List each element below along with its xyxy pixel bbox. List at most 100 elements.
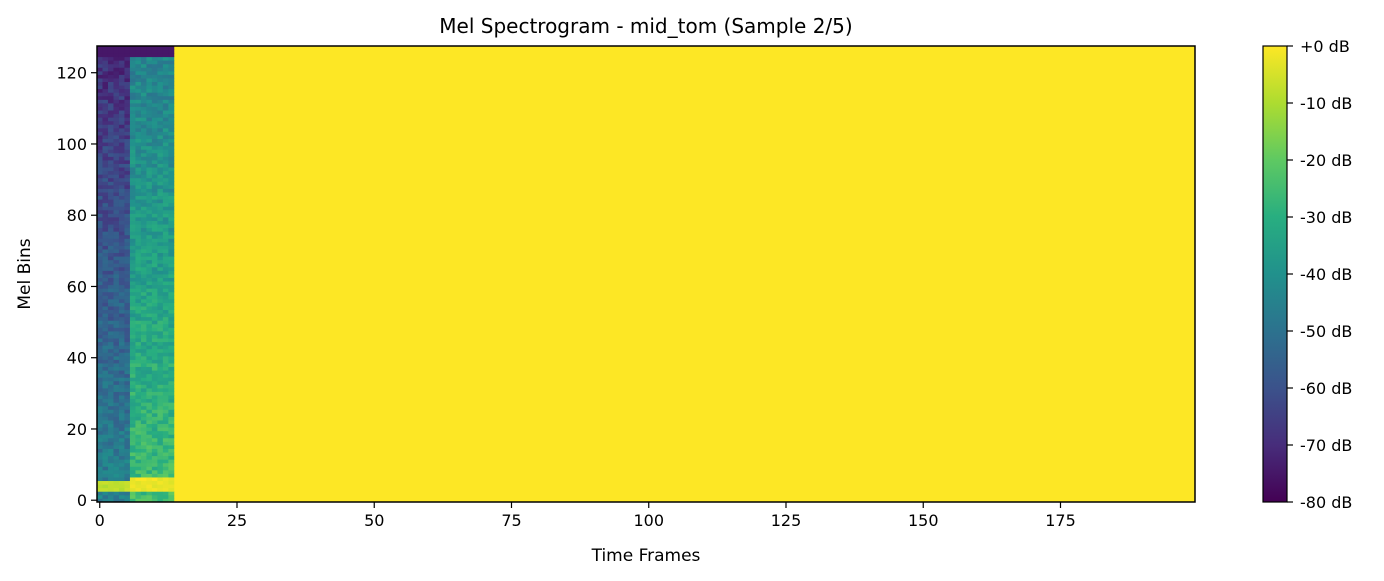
heatmap-cell-seg1	[146, 53, 153, 58]
heatmap-cell-seg1	[146, 202, 153, 207]
heatmap-cell-seg1	[146, 263, 153, 268]
heatmap-cell-seg1	[162, 149, 169, 154]
heatmap-cell-seg1	[135, 430, 142, 435]
heatmap-cell-seg1	[129, 127, 136, 132]
heatmap-cell-seg0	[113, 363, 120, 368]
heatmap-cell-seg1	[135, 103, 142, 107]
heatmap-cell-seg1	[162, 92, 169, 97]
heatmap-cell-seg1	[135, 334, 142, 339]
heatmap-cell-seg0	[124, 355, 131, 360]
heatmap-cell-seg1	[135, 295, 142, 300]
heatmap-cell-seg0	[113, 103, 120, 107]
heatmap-cell-seg1	[129, 188, 136, 193]
heatmap-cell-seg1	[146, 405, 153, 410]
heatmap-cell-seg0	[102, 412, 109, 417]
heatmap-cell-seg0	[102, 423, 109, 428]
heatmap-cell-seg1	[151, 323, 158, 328]
heatmap-cell-seg0	[97, 167, 103, 172]
heatmap-cell-seg1	[135, 117, 142, 122]
heatmap-cell-seg1	[151, 234, 158, 239]
heatmap-cell-seg0	[118, 49, 125, 54]
heatmap-cell-seg0	[107, 245, 114, 250]
heatmap-cell-seg0	[113, 398, 120, 403]
heatmap-cell-seg1	[146, 209, 153, 214]
heatmap-cell-seg0	[102, 298, 109, 303]
heatmap-cell-seg1	[129, 323, 136, 328]
heatmap-cell-seg0	[118, 466, 125, 471]
heatmap-cell-seg1	[162, 85, 169, 90]
heatmap-cell-seg1	[140, 434, 147, 439]
heatmap-cell-seg0	[124, 163, 131, 168]
heatmap-cell-seg1	[168, 95, 175, 100]
heatmap-cell-seg1	[151, 63, 158, 68]
heatmap-cell-seg0	[102, 462, 109, 467]
heatmap-cell-seg1	[151, 409, 158, 414]
heatmap-cell-seg0	[102, 469, 109, 474]
heatmap-cell-seg0	[124, 99, 131, 104]
heatmap-cell-seg0	[118, 277, 125, 282]
heatmap-cell-seg1	[162, 245, 169, 250]
heatmap-cell-seg0	[97, 391, 103, 396]
heatmap-cell-seg1	[162, 241, 169, 246]
heatmap-cell-seg1	[168, 227, 175, 232]
heatmap-cell-seg0	[102, 67, 109, 72]
heatmap-cell-seg0	[118, 469, 125, 474]
heatmap-cell-seg0	[118, 316, 125, 321]
heatmap-cell-seg0	[118, 445, 125, 449]
heatmap-cell-seg0	[118, 302, 125, 307]
heatmap-cell-seg1	[140, 149, 147, 154]
heatmap-cell-seg0	[124, 209, 131, 214]
heatmap-cell-seg0	[113, 138, 120, 143]
heatmap-cell-seg1	[146, 423, 153, 428]
heatmap-cell-seg1	[157, 117, 164, 122]
heatmap-cell-seg1	[151, 377, 158, 382]
heatmap-cell-seg1	[168, 298, 175, 303]
heatmap-cell-seg0	[107, 277, 114, 282]
heatmap-cell-seg1	[135, 113, 142, 118]
heatmap-cell-seg1	[135, 288, 142, 293]
heatmap-cell-seg1	[146, 170, 153, 175]
heatmap-cell-seg0	[118, 85, 125, 90]
heatmap-cell-seg0	[118, 174, 125, 179]
heatmap-cell-seg1	[157, 306, 164, 311]
heatmap-cell-seg1	[151, 256, 158, 261]
heatmap-cell-seg0	[124, 395, 131, 400]
heatmap-cell-seg0	[124, 213, 131, 218]
heatmap-cell-seg0	[113, 427, 120, 432]
heatmap-cell-seg1	[129, 441, 136, 446]
heatmap-cell-seg1	[151, 420, 158, 425]
heatmap-cell-seg1	[157, 63, 164, 68]
heatmap-cell-seg1	[140, 494, 147, 499]
heatmap-cell-seg0	[97, 331, 103, 335]
colorbar-tick-label: -30 dB	[1300, 208, 1352, 227]
heatmap-cell-seg0	[102, 217, 109, 221]
heatmap-cell-seg1	[135, 494, 142, 499]
heatmap-cell-seg0	[97, 434, 103, 439]
heatmap-cell-seg1	[157, 338, 164, 343]
heatmap-cell-seg1	[162, 74, 169, 79]
heatmap-cell-seg0	[97, 306, 103, 311]
heatmap-cell-seg0	[118, 167, 125, 172]
heatmap-cell-seg1	[135, 106, 142, 111]
heatmap-cell-seg0	[97, 245, 103, 250]
heatmap-cell-seg0	[118, 427, 125, 432]
heatmap-cell-seg0	[107, 152, 114, 157]
heatmap-cell-seg1	[146, 363, 153, 368]
heatmap-cell-seg0	[124, 348, 131, 353]
heatmap-cell-seg0	[113, 92, 120, 97]
heatmap-cell-seg0	[97, 81, 103, 86]
heatmap-cell-seg0	[102, 74, 109, 79]
heatmap-cell-seg1	[157, 405, 164, 410]
heatmap-cell-seg1	[135, 81, 142, 86]
heatmap-cell-seg0	[102, 131, 109, 136]
heatmap-cell-seg1	[146, 224, 153, 229]
heatmap-cell-seg1	[135, 138, 142, 143]
heatmap-cell-seg1	[151, 484, 158, 489]
colorbar-tick-label: +0 dB	[1300, 37, 1350, 56]
heatmap-cell-seg1	[151, 70, 158, 75]
heatmap-cell-seg1	[162, 78, 169, 83]
heatmap-cell-seg0	[102, 441, 109, 446]
heatmap-cell-seg0	[118, 452, 125, 457]
heatmap-cell-seg0	[107, 338, 114, 343]
